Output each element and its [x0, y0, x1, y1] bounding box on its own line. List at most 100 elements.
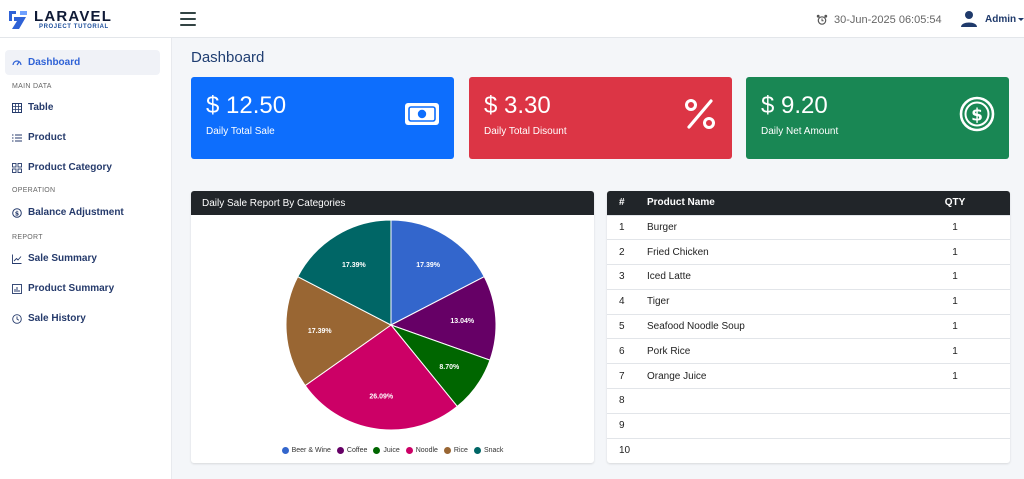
- menu-toggle-button[interactable]: [180, 12, 196, 26]
- brand-logo[interactable]: LARAVEL PROJECT TUTORIAL: [6, 6, 174, 34]
- chart-panel: Daily Sale Report By Categories 17.39% 13…: [191, 191, 594, 463]
- table-icon: [12, 102, 22, 113]
- svg-text:$: $: [15, 210, 19, 217]
- product-qty: 1: [900, 239, 1010, 265]
- chevron-down-icon: [1018, 17, 1024, 21]
- product-qty: 1: [900, 313, 1010, 339]
- sidebar-item-sale-summary[interactable]: Sale Summary: [5, 246, 160, 271]
- product-qty: 1: [900, 264, 1010, 290]
- page-title: Dashboard: [191, 49, 265, 66]
- grid-icon: [12, 162, 22, 173]
- sidebar-item-label: Product Category: [28, 162, 112, 173]
- product-name: Iced Latte: [647, 264, 900, 290]
- row-number: 5: [607, 313, 647, 339]
- pie-chart: 17.39% 13.04% 8.70% 26.09% 17.39% 17.39%: [285, 219, 497, 431]
- sidebar-item-product-summary[interactable]: Product Summary: [5, 276, 160, 301]
- sidebar-item-product[interactable]: Product: [5, 125, 160, 150]
- pie-slice-snack[interactable]: [297, 219, 392, 326]
- table-row: 2 Fried Chicken 1: [607, 239, 1010, 265]
- legend-label: Snack: [483, 447, 504, 454]
- gauge-icon: [12, 58, 22, 68]
- pie-slice-label: 8.70%: [439, 364, 460, 371]
- list-icon: [12, 133, 22, 143]
- laravel-logo-icon: [9, 11, 27, 29]
- datetime-display: 30-Jun-2025 06:05:54: [816, 12, 942, 28]
- row-number: 8: [607, 388, 647, 414]
- row-number: 7: [607, 363, 647, 389]
- legend-item[interactable]: Rice: [443, 447, 468, 454]
- product-qty: [900, 412, 1010, 439]
- row-number: 6: [607, 338, 647, 364]
- sidebar-item-label: Sale Summary: [28, 253, 97, 264]
- sidebar-item-label: Dashboard: [28, 57, 81, 68]
- pie-slice-rice[interactable]: [285, 276, 392, 387]
- column-header-qty: QTY: [900, 191, 1010, 215]
- legend-label: Juice: [383, 447, 400, 454]
- section-report: REPORT: [12, 234, 43, 241]
- pie-slice-beer-wine[interactable]: [390, 219, 485, 326]
- pie-slice-label: 26.09%: [369, 394, 394, 401]
- legend-item[interactable]: Juice: [373, 447, 400, 454]
- product-table: # Product Name QTY 1 Burger 1 2 Fried Chicke…: [607, 191, 1010, 463]
- sidebar-item-label: Product: [28, 132, 66, 143]
- product-table-panel: # Product Name QTY 1 Burger 1 2 Fried Chicke…: [607, 191, 1010, 463]
- product-name: Orange Juice: [647, 363, 900, 389]
- legend-swatch: [336, 447, 344, 454]
- legend-swatch: [373, 447, 381, 454]
- legend-item[interactable]: Noodle: [405, 447, 438, 454]
- dollar-coin-icon: $: [959, 96, 995, 132]
- sidebar-item-product-category[interactable]: Product Category: [5, 155, 160, 180]
- legend-item[interactable]: Beer & Wine: [281, 447, 331, 454]
- sidebar-item-label: Sale History: [28, 313, 86, 324]
- product-name: Pork Rice: [647, 338, 900, 364]
- row-number: 4: [607, 288, 647, 315]
- pie-slice-label: 17.39%: [416, 262, 441, 269]
- legend-swatch: [281, 447, 289, 454]
- section-operation: OPERATION: [12, 187, 56, 194]
- table-header-row: # Product Name QTY: [607, 191, 1010, 215]
- stat-label: Daily Net Amount: [761, 126, 839, 137]
- sidebar-item-label: Balance Adjustment: [28, 207, 124, 218]
- sidebar-item-balance-adjustment[interactable]: $ Balance Adjustment: [5, 200, 160, 225]
- product-name: Seafood Noodle Soup: [647, 313, 900, 339]
- table-row: 8: [607, 388, 1010, 414]
- legend-item[interactable]: Coffee: [336, 447, 367, 454]
- stat-card-net-amount: $ 9.20 Daily Net Amount $: [746, 77, 1009, 159]
- brand-subtitle: PROJECT TUTORIAL: [39, 24, 109, 30]
- product-name: Fried Chicken: [647, 239, 900, 265]
- stat-card-total-discount: $ 3.30 Daily Total Disount: [469, 77, 732, 159]
- user-icon: [961, 11, 977, 27]
- sidebar-item-dashboard[interactable]: Dashboard: [5, 50, 160, 75]
- sidebar-item-table[interactable]: Table: [5, 95, 160, 120]
- table-row: 3 Iced Latte 1: [607, 264, 1010, 290]
- chart-legend: Beer & Wine Coffee Juice Noodle Rice Snack: [191, 447, 594, 454]
- brand-title: LARAVEL: [34, 8, 113, 25]
- pie-slice-label: 17.39%: [308, 328, 333, 335]
- table-row: 9: [607, 412, 1010, 439]
- product-name: Burger: [647, 214, 900, 240]
- percent-icon: [685, 99, 715, 129]
- legend-swatch: [443, 447, 451, 454]
- product-qty: [900, 437, 1010, 463]
- legend-swatch: [473, 447, 481, 454]
- row-number: 10: [607, 437, 647, 463]
- stat-label: Daily Total Disount: [484, 126, 567, 137]
- row-number: 2: [607, 239, 647, 265]
- row-number: 3: [607, 264, 647, 290]
- top-navbar: LARAVEL PROJECT TUTORIAL 30-Jun-2025 06:…: [0, 0, 1024, 38]
- stat-value: $ 9.20: [761, 92, 828, 119]
- sidebar-item-sale-history[interactable]: Sale History: [5, 306, 160, 331]
- legend-item[interactable]: Snack: [473, 447, 504, 454]
- table-row: 1 Burger 1: [607, 214, 1010, 240]
- table-row: 10: [607, 437, 1010, 463]
- pie-slice-noodle[interactable]: [304, 324, 458, 431]
- section-main-data: MAIN DATA: [12, 83, 52, 90]
- stat-card-total-sale: $ 12.50 Daily Total Sale: [191, 77, 454, 159]
- product-qty: 1: [900, 338, 1010, 364]
- product-qty: 1: [900, 214, 1010, 240]
- report-icon: [12, 283, 22, 294]
- user-menu[interactable]: Admin: [960, 9, 1024, 29]
- legend-label: Beer & Wine: [291, 447, 331, 454]
- pie-slice-coffee[interactable]: [389, 276, 497, 361]
- legend-label: Rice: [453, 447, 468, 454]
